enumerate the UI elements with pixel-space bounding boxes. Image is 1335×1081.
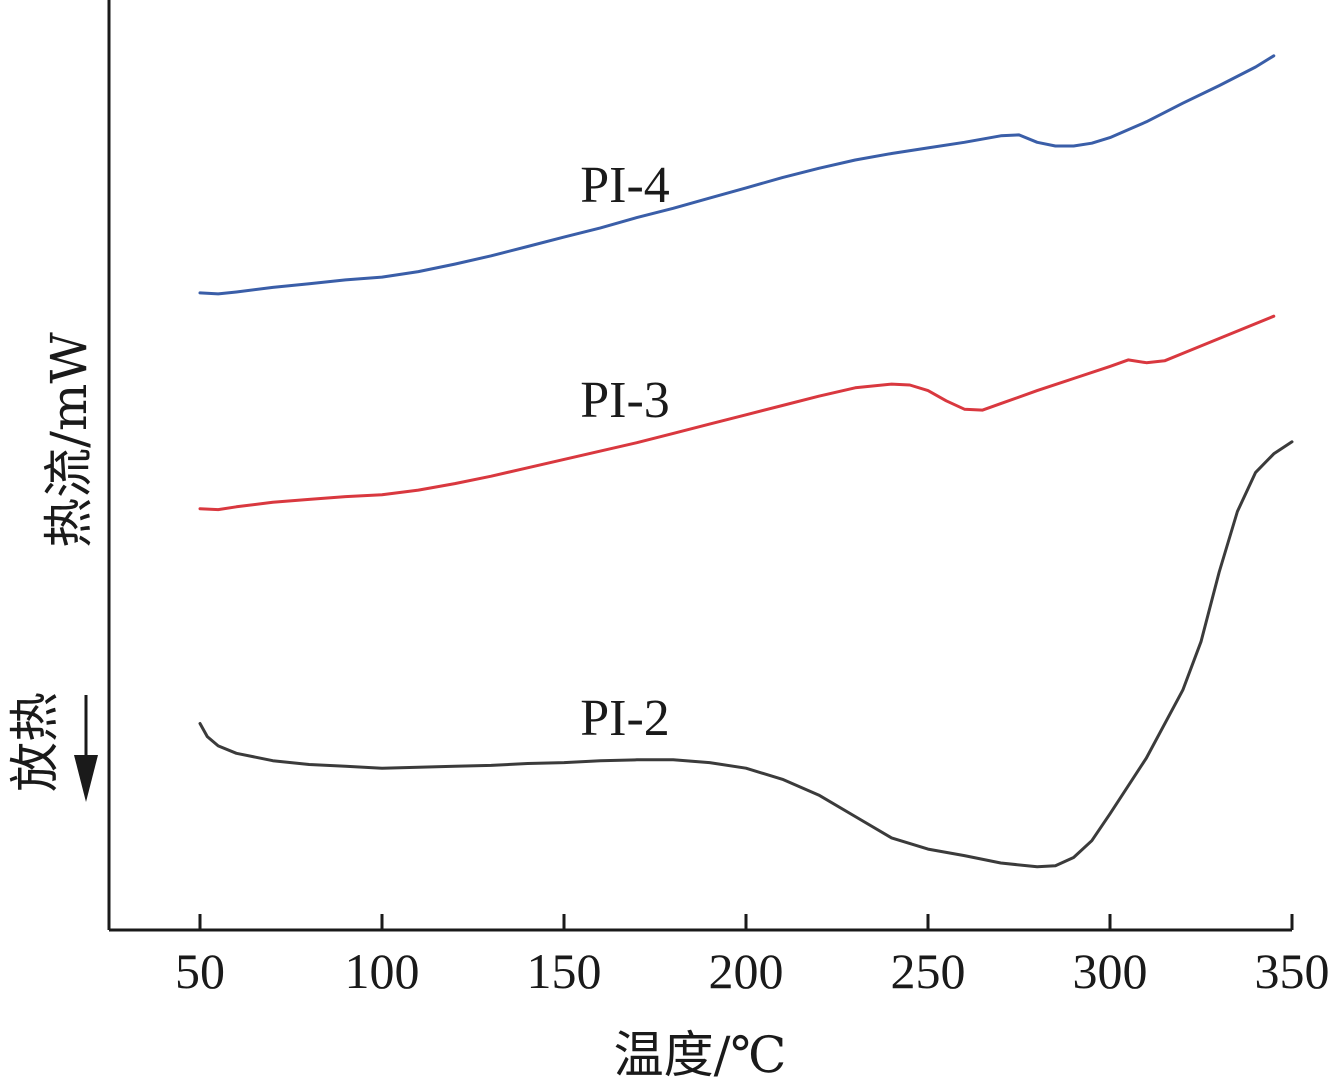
x-ticks: 50 100 150 200 250 300 350 <box>175 914 1330 999</box>
series-label-pi-4: PI-4 <box>580 157 670 214</box>
series-line-pi-4 <box>198 54 1276 296</box>
x-tick-label-250: 250 <box>891 943 966 999</box>
axes <box>107 0 1292 932</box>
y-axis-title: 热流/mW <box>40 332 98 548</box>
x-tick-label-300: 300 <box>1073 943 1148 999</box>
series-label-pi-2: PI-2 <box>580 690 670 747</box>
series-line-pi-3 <box>198 314 1276 512</box>
x-tick-label-100: 100 <box>345 943 420 999</box>
exotherm-annotation: 放热 <box>6 692 64 792</box>
x-tick-label-50: 50 <box>175 943 225 999</box>
x-tick-label-200: 200 <box>709 943 784 999</box>
series-label-pi-3: PI-3 <box>580 372 670 429</box>
exotherm-arrow-icon <box>74 695 98 802</box>
x-axis-title: 温度/℃ <box>614 1026 787 1081</box>
series-labels: PI-4 PI-3 PI-2 <box>580 157 670 747</box>
x-tick-label-150: 150 <box>527 943 602 999</box>
series-lines <box>198 54 1294 869</box>
series-line-pi-2 <box>198 440 1294 869</box>
x-tick-label-350: 350 <box>1255 943 1330 999</box>
